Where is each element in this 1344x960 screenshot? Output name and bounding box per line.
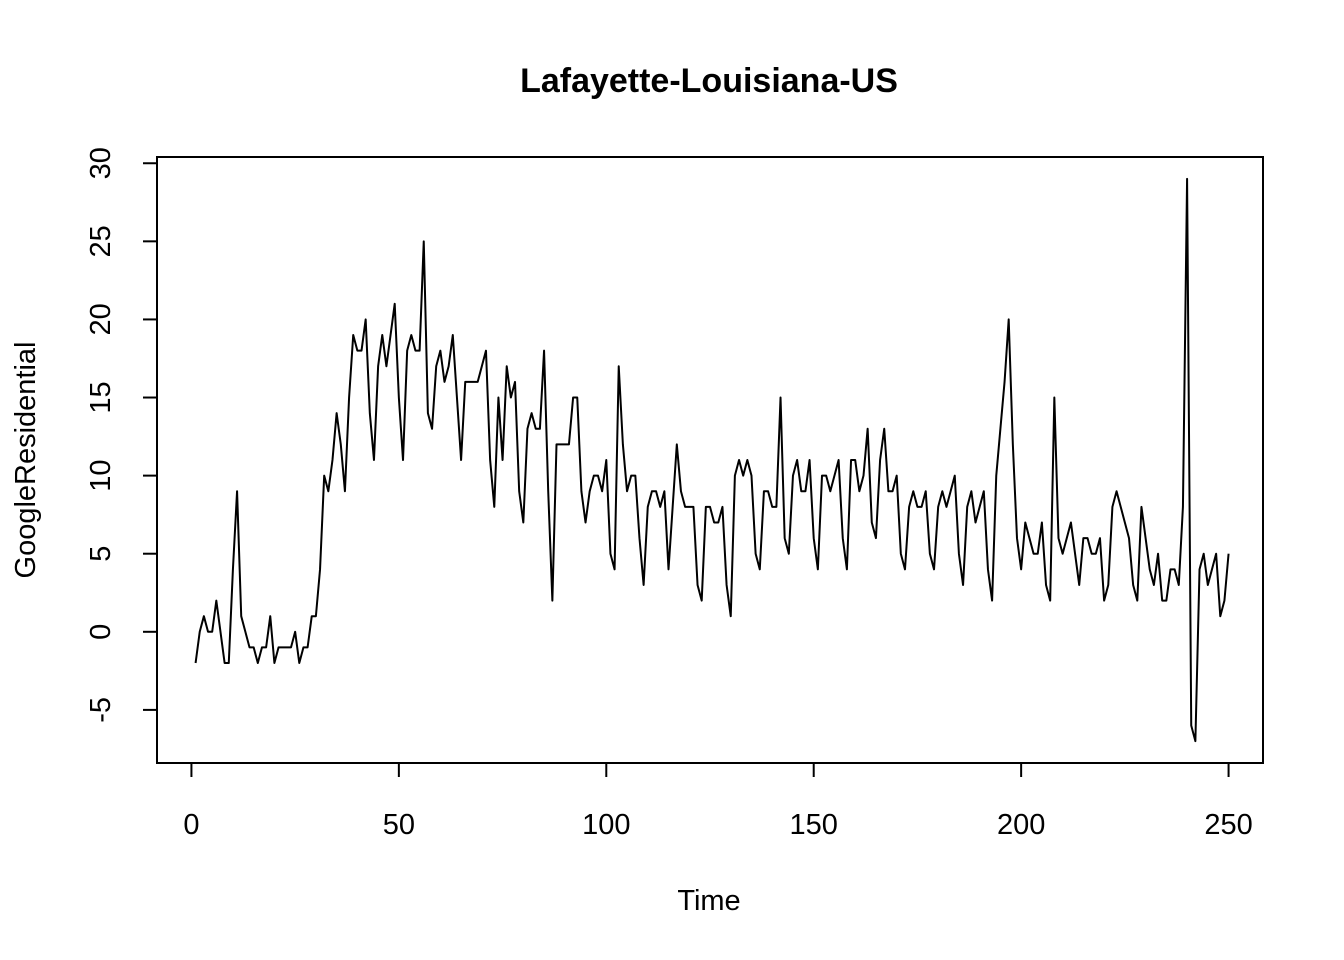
x-tick-label: 100 [582,809,630,841]
x-tick-label: 0 [183,809,199,841]
y-tick-label: 30 [85,147,117,179]
y-tick-label: 15 [85,381,117,413]
y-tick-label: 0 [85,624,117,640]
series-line [194,177,1230,743]
y-axis-label: GoogleResidential [10,342,42,579]
y-tick-label: 10 [85,459,117,491]
y-axis: -5 0 5 10 15 20 25 30 [85,147,158,723]
y-tick-label: 25 [85,225,117,257]
y-tick-label: 20 [85,303,117,335]
y-tick-label: 5 [85,546,117,562]
x-tick-label: 50 [383,809,415,841]
x-axis: 0 50 100 150 200 250 [183,762,1253,841]
chart-title: Lafayette-Louisiana-US [520,62,898,100]
y-tick-label: -5 [85,697,117,723]
x-tick-label: 250 [1204,809,1252,841]
x-tick-label: 150 [790,809,838,841]
x-tick-label: 200 [997,809,1045,841]
x-axis-label: Time [677,885,740,917]
